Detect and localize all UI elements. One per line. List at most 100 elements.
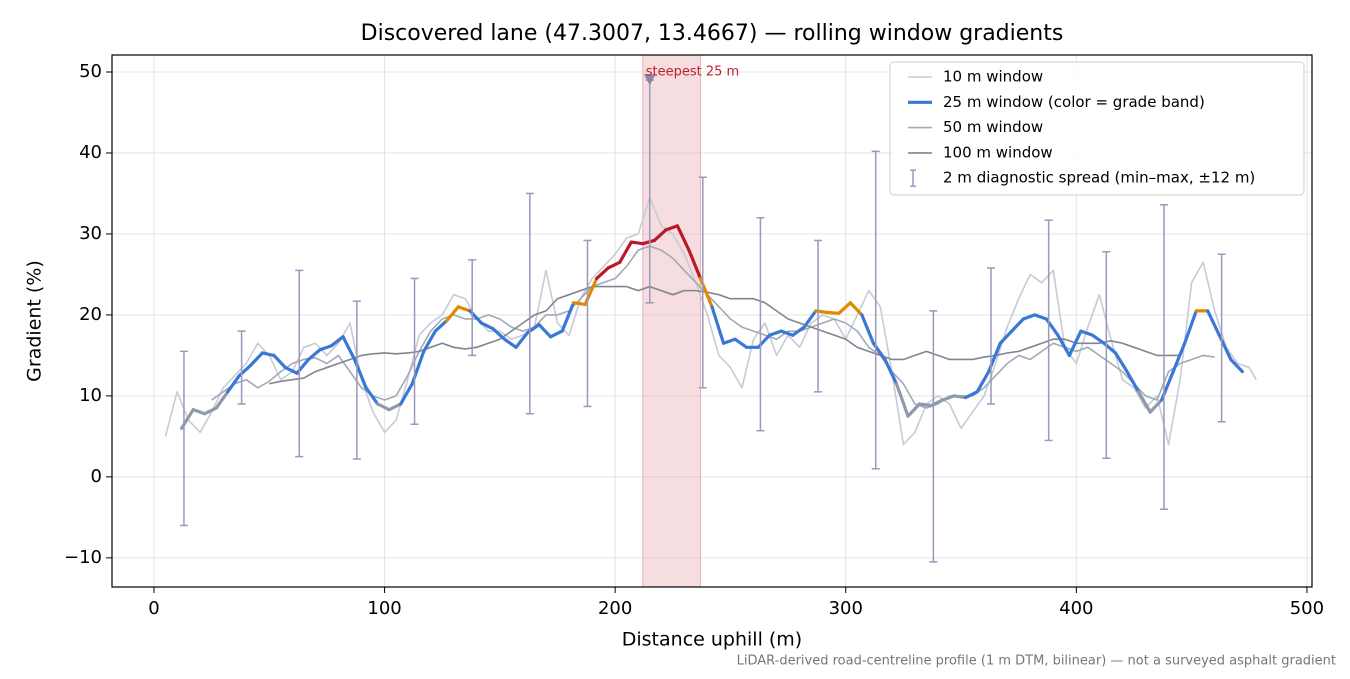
- error-bar: [525, 192, 534, 415]
- grade-segment: [952, 394, 968, 400]
- y-tick-label: 40: [79, 142, 102, 163]
- grade-segment: [272, 353, 288, 370]
- legend-box: [889, 61, 1305, 196]
- grade-segment: [641, 238, 656, 246]
- y-tick-label: 10: [79, 385, 102, 406]
- grade-segment: [387, 402, 403, 412]
- grade-segment: [894, 382, 910, 418]
- error-bar: [295, 269, 304, 458]
- plot-area: [112, 54, 1312, 588]
- footnote: LiDAR-derived road-centreline profile (1…: [737, 654, 1336, 669]
- grade-segment: [1021, 313, 1037, 321]
- grade-segment: [1010, 317, 1025, 333]
- y-tick-label: 20: [79, 304, 102, 325]
- grade-segment: [433, 318, 449, 333]
- grade-segment: [422, 329, 437, 353]
- grade-segment: [848, 301, 864, 317]
- x-tick-label: 0: [148, 598, 159, 619]
- error-bar: [698, 176, 707, 389]
- legend-label: 100 m window: [943, 143, 1053, 161]
- series-line: [269, 285, 1181, 385]
- legend-label: 10 m window: [943, 68, 1043, 86]
- grade-segment: [260, 351, 276, 358]
- error-bar: [352, 300, 361, 460]
- grade-segment: [664, 224, 680, 232]
- grade-segment: [283, 365, 299, 375]
- grade-segment: [940, 394, 956, 402]
- grade-segment: [1067, 329, 1083, 358]
- grade-segment: [675, 224, 691, 252]
- grade-segment: [802, 309, 818, 329]
- grade-segment: [768, 329, 783, 337]
- error-bar: [1159, 204, 1168, 511]
- annotation-label: steepest 25 m: [646, 65, 739, 80]
- grade-segment: [1125, 370, 1141, 394]
- grade-segment: [456, 305, 472, 313]
- error-bar: [814, 239, 823, 393]
- grade-segment: [710, 305, 726, 345]
- x-tick-label: 500: [1290, 598, 1324, 619]
- grade-segment: [1136, 390, 1152, 414]
- error-bar: [1044, 219, 1053, 442]
- grade-segment: [203, 406, 218, 416]
- grade-segment: [1113, 351, 1129, 374]
- grade-segment: [364, 386, 380, 406]
- legend-label: 50 m window: [943, 118, 1043, 136]
- y-tick-label: 0: [91, 466, 102, 487]
- grade-segment: [906, 402, 922, 418]
- grade-segment: [998, 329, 1014, 345]
- grade-segment: [964, 390, 979, 400]
- steepest-span: [642, 54, 701, 588]
- x-tick-label: 300: [829, 598, 863, 619]
- grade-segment: [445, 305, 460, 323]
- grade-segment: [1033, 313, 1048, 321]
- axes-frame: [111, 54, 1313, 588]
- grade-segment: [883, 357, 899, 386]
- grade-segment: [479, 321, 495, 331]
- grade-segment: [548, 329, 564, 339]
- grade-segment: [318, 344, 334, 352]
- grade-segment: [1206, 309, 1221, 337]
- grade-segment: [721, 337, 737, 345]
- grade-segment: [1183, 309, 1198, 345]
- error-bar: [583, 239, 592, 408]
- grade-segment: [837, 301, 852, 315]
- x-tick-label: 100: [367, 598, 401, 619]
- grade-segment: [376, 402, 391, 412]
- grade-segment: [687, 248, 703, 281]
- grade-segment: [917, 402, 933, 408]
- grade-segment: [791, 325, 806, 337]
- error-bar: [468, 259, 477, 357]
- grade-segment: [560, 301, 576, 333]
- error-bar: [1102, 251, 1111, 460]
- grade-segment: [825, 310, 841, 315]
- grade-segment: [1148, 398, 1164, 414]
- grade-segment: [860, 313, 876, 345]
- grade-segment: [572, 301, 587, 307]
- grade-segment: [1079, 329, 1095, 337]
- error-bar: [987, 267, 996, 405]
- error-bar: [410, 277, 419, 425]
- error-bar: [1217, 253, 1226, 423]
- grade-segment: [341, 335, 357, 362]
- grade-segment: [514, 331, 530, 349]
- y-axis-label: Gradient (%): [24, 260, 46, 382]
- error-bar: [237, 330, 246, 405]
- grade-segment: [652, 228, 668, 243]
- grade-segment: [1090, 333, 1106, 345]
- grade-segment: [1171, 341, 1187, 374]
- grade-segment: [491, 327, 507, 341]
- grade-segment: [975, 370, 991, 394]
- y-tick-label: −10: [64, 547, 102, 568]
- x-tick-label: 400: [1059, 598, 1093, 619]
- y-tick-label: 50: [79, 61, 102, 82]
- grade-segment: [606, 260, 622, 270]
- legend-label: 25 m window (color = grade band): [943, 93, 1205, 111]
- legend-label: 2 m diagnostic spread (min–max, ±12 m): [943, 169, 1255, 187]
- series-line: [211, 245, 1215, 409]
- chart-title: Discovered lane (47.3007, 13.4667) — rol…: [361, 21, 1064, 46]
- grade-segment: [226, 374, 241, 394]
- grade-segment: [1229, 357, 1244, 374]
- error-bar: [929, 310, 938, 563]
- grade-segment: [329, 335, 345, 348]
